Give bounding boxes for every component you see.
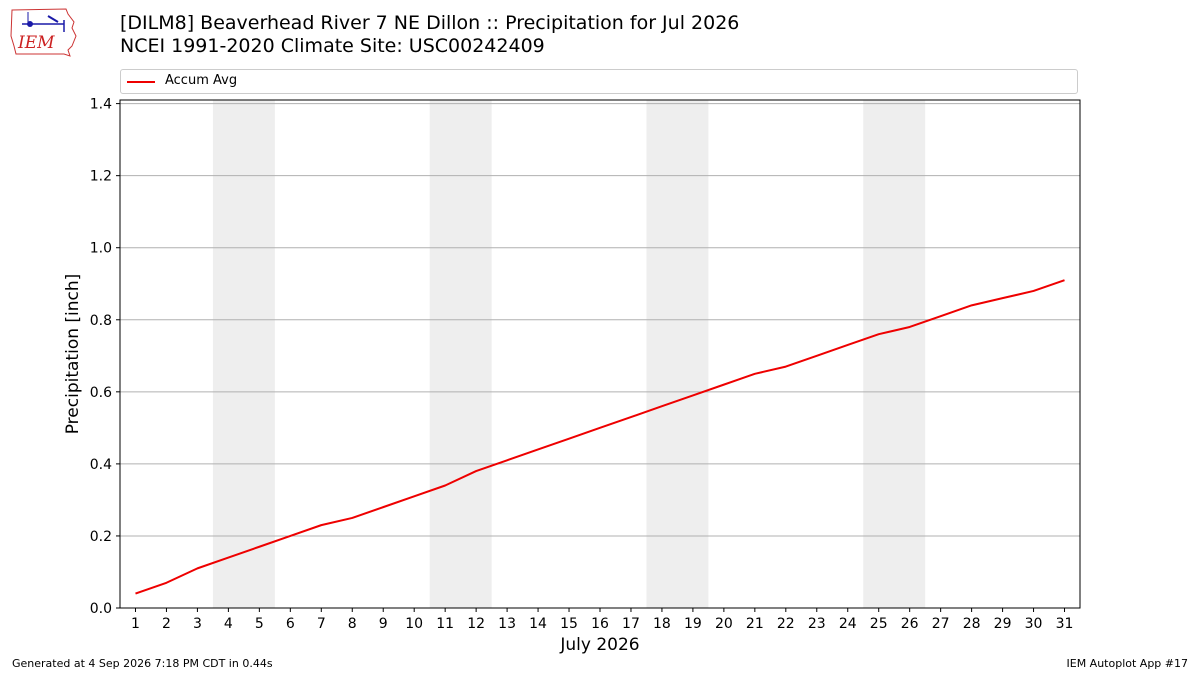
x-tick-label: 15 [560, 616, 578, 632]
x-tick-label: 10 [405, 616, 423, 632]
y-tick-label: 0.0 [90, 601, 112, 617]
legend-swatch [127, 81, 155, 83]
x-tick-label: 8 [348, 616, 357, 632]
weekend-band [212, 100, 275, 608]
x-tick-label: 12 [467, 616, 485, 632]
x-tick-label: 28 [963, 616, 981, 632]
title-line-1: [DILM8] Beaverhead River 7 NE Dillon :: … [120, 12, 740, 34]
legend: Accum Avg [120, 69, 1078, 94]
y-tick-label: 1.2 [90, 169, 112, 185]
x-tick-label: 20 [715, 616, 733, 632]
x-tick-label: 5 [255, 616, 264, 632]
legend-label: Accum Avg [165, 73, 238, 88]
x-tick-label: 2 [162, 616, 171, 632]
y-tick-label: 1.4 [90, 97, 112, 113]
x-tick-label: 27 [932, 616, 950, 632]
generated-note: Generated at 4 Sep 2026 7:18 PM CDT in 0… [12, 657, 273, 670]
x-tick-label: 25 [870, 616, 888, 632]
x-tick-label: 16 [591, 616, 609, 632]
y-tick-label: 1.0 [90, 241, 112, 257]
x-tick-label: 26 [901, 616, 919, 632]
weekend-band [863, 100, 926, 608]
x-tick-label: 23 [808, 616, 826, 632]
x-tick-label: 18 [653, 616, 671, 632]
app-note: IEM Autoplot App #17 [1066, 657, 1189, 670]
x-tick-label: 17 [622, 616, 640, 632]
y-tick-label: 0.8 [90, 313, 112, 329]
x-tick-label: 3 [193, 616, 202, 632]
x-tick-label: 9 [379, 616, 388, 632]
weekend-band [646, 100, 709, 608]
x-tick-label: 31 [1056, 616, 1074, 632]
weekend-band [429, 100, 492, 608]
x-tick-label: 14 [529, 616, 547, 632]
y-axis-label: Precipitation [inch] [63, 274, 83, 435]
x-tick-label: 13 [498, 616, 516, 632]
x-tick-label: 4 [224, 616, 233, 632]
y-tick-label: 0.4 [90, 457, 112, 473]
y-tick-label: 0.2 [90, 529, 112, 545]
x-tick-label: 22 [777, 616, 795, 632]
iem-logo: IEM [10, 8, 77, 57]
svg-text:IEM: IEM [17, 33, 55, 53]
title-line-2: NCEI 1991-2020 Climate Site: USC00242409 [120, 35, 545, 57]
x-tick-label: 11 [436, 616, 454, 632]
chart-title: [DILM8] Beaverhead River 7 NE Dillon :: … [120, 12, 739, 58]
x-tick-label: 19 [684, 616, 702, 632]
x-tick-label: 29 [994, 616, 1012, 632]
x-tick-label: 24 [839, 616, 857, 632]
x-tick-label: 7 [317, 616, 326, 632]
x-tick-label: 21 [746, 616, 764, 632]
x-tick-label: 6 [286, 616, 295, 632]
series-line-accum-avg [135, 279, 1065, 595]
y-tick-label: 0.6 [90, 385, 112, 401]
x-axis-label: July 2026 [559, 635, 639, 655]
x-tick-label: 30 [1025, 616, 1043, 632]
x-tick-label: 1 [131, 616, 140, 632]
axes-frame [119, 99, 1081, 609]
